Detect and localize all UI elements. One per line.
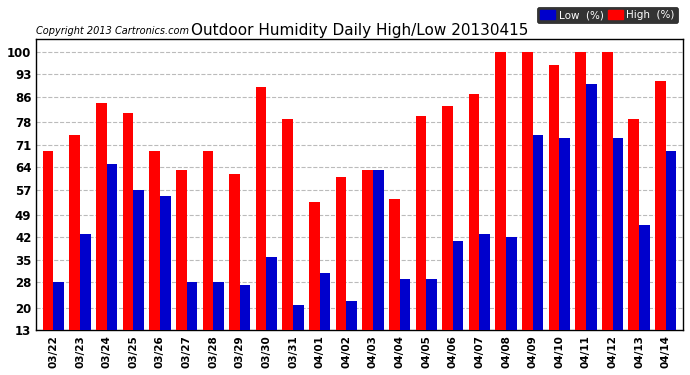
Bar [575,52,586,330]
Bar [560,138,570,330]
Bar [602,52,613,330]
Bar [549,65,560,330]
Bar [639,225,650,330]
Bar [240,285,250,330]
Bar [389,199,400,330]
Bar [346,302,357,330]
Bar [506,237,517,330]
Bar [319,273,331,330]
Bar [256,87,266,330]
Bar [655,81,666,330]
Bar [54,282,64,330]
Bar [362,170,373,330]
Bar [123,113,133,330]
Bar [586,84,597,330]
Bar [80,234,91,330]
Bar [666,151,676,330]
Bar [373,170,384,330]
Title: Outdoor Humidity Daily High/Low 20130415: Outdoor Humidity Daily High/Low 20130415 [191,23,529,38]
Bar [629,119,639,330]
Bar [335,177,346,330]
Bar [613,138,623,330]
Bar [400,279,410,330]
Text: Copyright 2013 Cartronics.com: Copyright 2013 Cartronics.com [36,26,189,36]
Bar [480,234,490,330]
Bar [149,151,160,330]
Bar [203,151,213,330]
Bar [309,202,319,330]
Bar [70,135,80,330]
Bar [415,116,426,330]
Bar [96,103,107,330]
Bar [133,189,144,330]
Bar [453,241,464,330]
Bar [186,282,197,330]
Bar [522,52,533,330]
Bar [266,256,277,330]
Bar [43,151,54,330]
Bar [495,52,506,330]
Bar [442,106,453,330]
Bar [282,119,293,330]
Bar [160,196,170,330]
Bar [107,164,117,330]
Bar [213,282,224,330]
Bar [533,135,543,330]
Bar [176,170,186,330]
Bar [293,304,304,330]
Bar [426,279,437,330]
Bar [229,174,240,330]
Legend: Low  (%), High  (%): Low (%), High (%) [537,7,678,23]
Bar [469,94,480,330]
